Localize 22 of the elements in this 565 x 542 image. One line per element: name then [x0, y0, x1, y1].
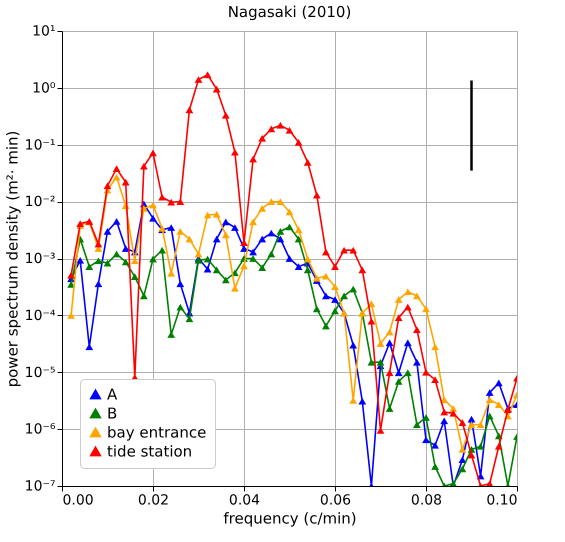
y-tick-label: 10¹: [32, 24, 56, 40]
legend-label: bay entrance: [107, 424, 206, 442]
y-tick-label: 10⁻²: [24, 194, 56, 210]
x-tick-label: 0.04: [228, 492, 260, 508]
x-tick-label: 0.00: [62, 492, 94, 508]
legend-label: tide station: [107, 442, 192, 460]
y-tick-label: 10⁻⁵: [24, 364, 56, 381]
x-tick-label: 0.10: [486, 492, 518, 508]
x-tick-label: 0.06: [320, 492, 352, 508]
y-tick-label: 10⁰: [32, 80, 56, 96]
y-tick-label: 10⁻³: [24, 251, 56, 267]
legend-label: A: [107, 386, 118, 404]
y-tick-label: 10⁻⁷: [24, 478, 56, 494]
x-tick-label: 0.02: [138, 492, 170, 508]
chart-title: Nagasaki (2010): [228, 3, 352, 21]
y-tick-label: 10⁻⁴: [24, 308, 56, 324]
x-tick-label: 0.08: [410, 492, 442, 508]
y-tick-label: 10⁻¹: [24, 137, 56, 154]
y-axis-title: power spectrum density (m²· min): [4, 130, 22, 388]
legend-label: B: [107, 404, 118, 422]
x-axis-title: frequency (c/min): [223, 510, 357, 528]
y-tick-label: 10⁻⁶: [24, 422, 56, 438]
